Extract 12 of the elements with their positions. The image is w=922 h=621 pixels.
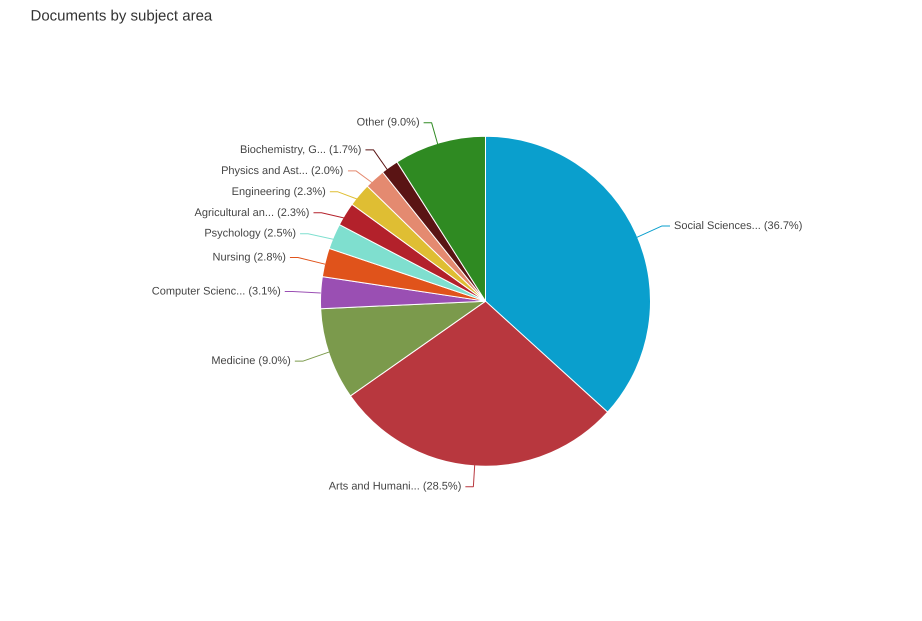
slice-label: Nursing (2.8%) <box>212 251 286 264</box>
slice-label: Physics and Ast... (2.0%) <box>221 164 344 177</box>
slice-label: Social Sciences... (36.7%) <box>674 220 802 232</box>
slice-label: Psychology (2.5%) <box>204 228 296 240</box>
slice-label: Medicine (9.0%) <box>211 355 291 368</box>
slice-label: Computer Scienc... (3.1%) <box>152 286 281 298</box>
slice-label: Agricultural an... (2.3%) <box>194 206 310 219</box>
chart-title: Documents by subject area <box>30 8 213 24</box>
slice-label: Arts and Humani... (28.5%) <box>328 480 462 493</box>
slice-label: Biochemistry, G... (1.7%) <box>240 144 362 156</box>
slice-label: Other (9.0%) <box>356 116 420 129</box>
slice-label: Engineering (2.3%) <box>232 186 326 198</box>
